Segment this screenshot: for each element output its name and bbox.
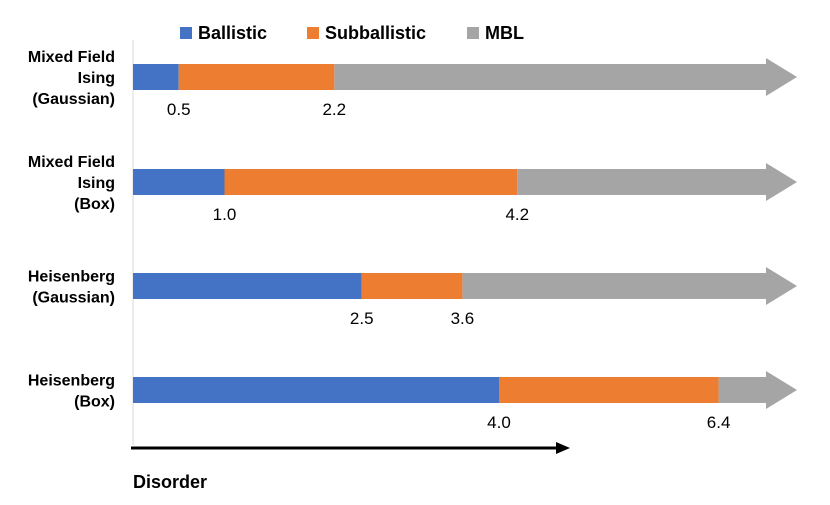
threshold-label-subballistic: 4.2 xyxy=(505,205,529,224)
x-axis-label: Disorder xyxy=(133,472,207,492)
bar-segment-mbl xyxy=(334,58,797,96)
bar-segment-ballistic xyxy=(133,169,225,195)
category-label-line: Ising xyxy=(78,175,115,192)
legend-swatch-subballistic xyxy=(307,27,319,39)
bar-segment-subballistic xyxy=(361,273,463,299)
category-label-line: Heisenberg xyxy=(28,373,115,390)
category-label-line: (Gaussian) xyxy=(32,290,115,307)
disorder-axis-arrow-head xyxy=(556,442,570,454)
category-label-line: Mixed Field xyxy=(28,154,115,171)
threshold-label-ballistic: 2.5 xyxy=(350,309,374,328)
category-label-line: Heisenberg xyxy=(28,269,115,286)
legend: Ballistic Subballistic MBL xyxy=(180,23,524,43)
bar-segment-subballistic xyxy=(499,377,719,403)
threshold-label-subballistic: 2.2 xyxy=(322,100,346,119)
threshold-label-ballistic: 1.0 xyxy=(213,205,237,224)
bar-segment-ballistic xyxy=(133,273,362,299)
bar-segment-ballistic xyxy=(133,377,499,403)
bar-segment-mbl xyxy=(517,163,797,201)
row-2: Mixed Field Ising (Box) 1.0 4.2 xyxy=(28,154,797,224)
row-4: Heisenberg (Box) 4.0 6.4 xyxy=(28,371,797,432)
category-label-line: (Box) xyxy=(74,394,115,411)
legend-label-subballistic: Subballistic xyxy=(325,23,426,43)
bar-segment-ballistic xyxy=(133,64,179,90)
category-label-line: Mixed Field xyxy=(28,49,115,66)
legend-label-mbl: MBL xyxy=(485,23,524,43)
threshold-label-subballistic: 3.6 xyxy=(451,309,475,328)
bar-segment-subballistic xyxy=(224,169,518,195)
bar-segment-mbl xyxy=(462,267,797,305)
threshold-label-ballistic: 0.5 xyxy=(167,100,191,119)
legend-swatch-ballistic xyxy=(180,27,192,39)
bar-segment-subballistic xyxy=(178,64,335,90)
row-1: Mixed Field Ising (Gaussian) 0.5 2.2 xyxy=(28,49,797,119)
category-label-line: (Box) xyxy=(74,196,115,213)
legend-swatch-mbl xyxy=(467,27,479,39)
threshold-label-ballistic: 4.0 xyxy=(487,413,511,432)
legend-label-ballistic: Ballistic xyxy=(198,23,267,43)
category-label-line: Ising xyxy=(78,70,115,87)
bar-segment-mbl xyxy=(718,371,797,409)
threshold-label-subballistic: 6.4 xyxy=(707,413,731,432)
category-label-line: (Gaussian) xyxy=(32,91,115,108)
row-3: Heisenberg (Gaussian) 2.5 3.6 xyxy=(28,267,797,328)
